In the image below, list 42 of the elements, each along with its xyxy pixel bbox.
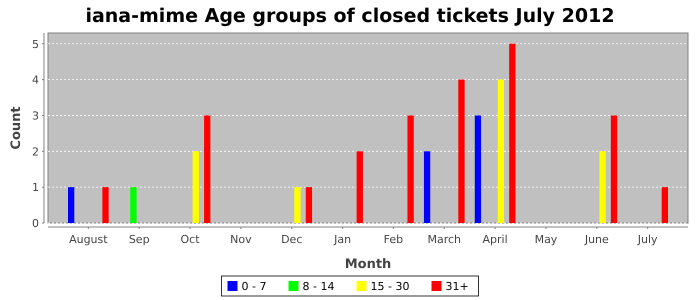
bar [662, 187, 668, 223]
bar [356, 151, 363, 223]
x-tick-label: August [69, 233, 108, 246]
bar [474, 115, 482, 223]
y-tick-label: 3 [32, 109, 39, 122]
bar [509, 44, 516, 223]
y-tick-label: 1 [32, 181, 39, 194]
bar [102, 187, 109, 223]
legend-label: 31+ [446, 280, 469, 293]
bar [424, 151, 430, 223]
x-tick-label: July [636, 233, 658, 246]
legend-label: 15 - 30 [370, 280, 410, 293]
x-tick-label: Feb [384, 233, 404, 246]
x-tick-label: March [428, 233, 462, 246]
bar [599, 151, 606, 223]
x-tick-label: Dec [281, 233, 302, 246]
bar [407, 115, 414, 223]
bar [204, 115, 210, 223]
bar [306, 187, 312, 223]
bar [458, 80, 465, 223]
bar [610, 115, 618, 223]
x-tick-label: Jan [333, 233, 352, 246]
x-tick-label: April [482, 233, 508, 246]
legend-label: 0 - 7 [242, 280, 266, 293]
x-tick-label: June [584, 233, 610, 246]
y-tick-label: 2 [32, 145, 39, 158]
x-tick-label: May [534, 233, 558, 246]
legend-label: 8 - 14 [302, 280, 334, 293]
x-tick-label: Sep [128, 233, 150, 246]
x-tick-label: Nov [230, 233, 252, 246]
bar [498, 80, 504, 223]
y-axis-title: Count [9, 106, 24, 150]
y-tick-label: 5 [32, 38, 39, 51]
y-tick-label: 0 [32, 217, 39, 230]
x-tick-label: Oct [180, 233, 200, 246]
bar [294, 187, 301, 223]
bar [192, 151, 199, 223]
bar [130, 187, 137, 223]
y-tick-label: 4 [32, 74, 39, 87]
chart-title: iana-mime Age groups of closed tickets July 2012 [85, 5, 615, 27]
x-axis-title: Month [344, 257, 392, 272]
bar [68, 187, 74, 223]
